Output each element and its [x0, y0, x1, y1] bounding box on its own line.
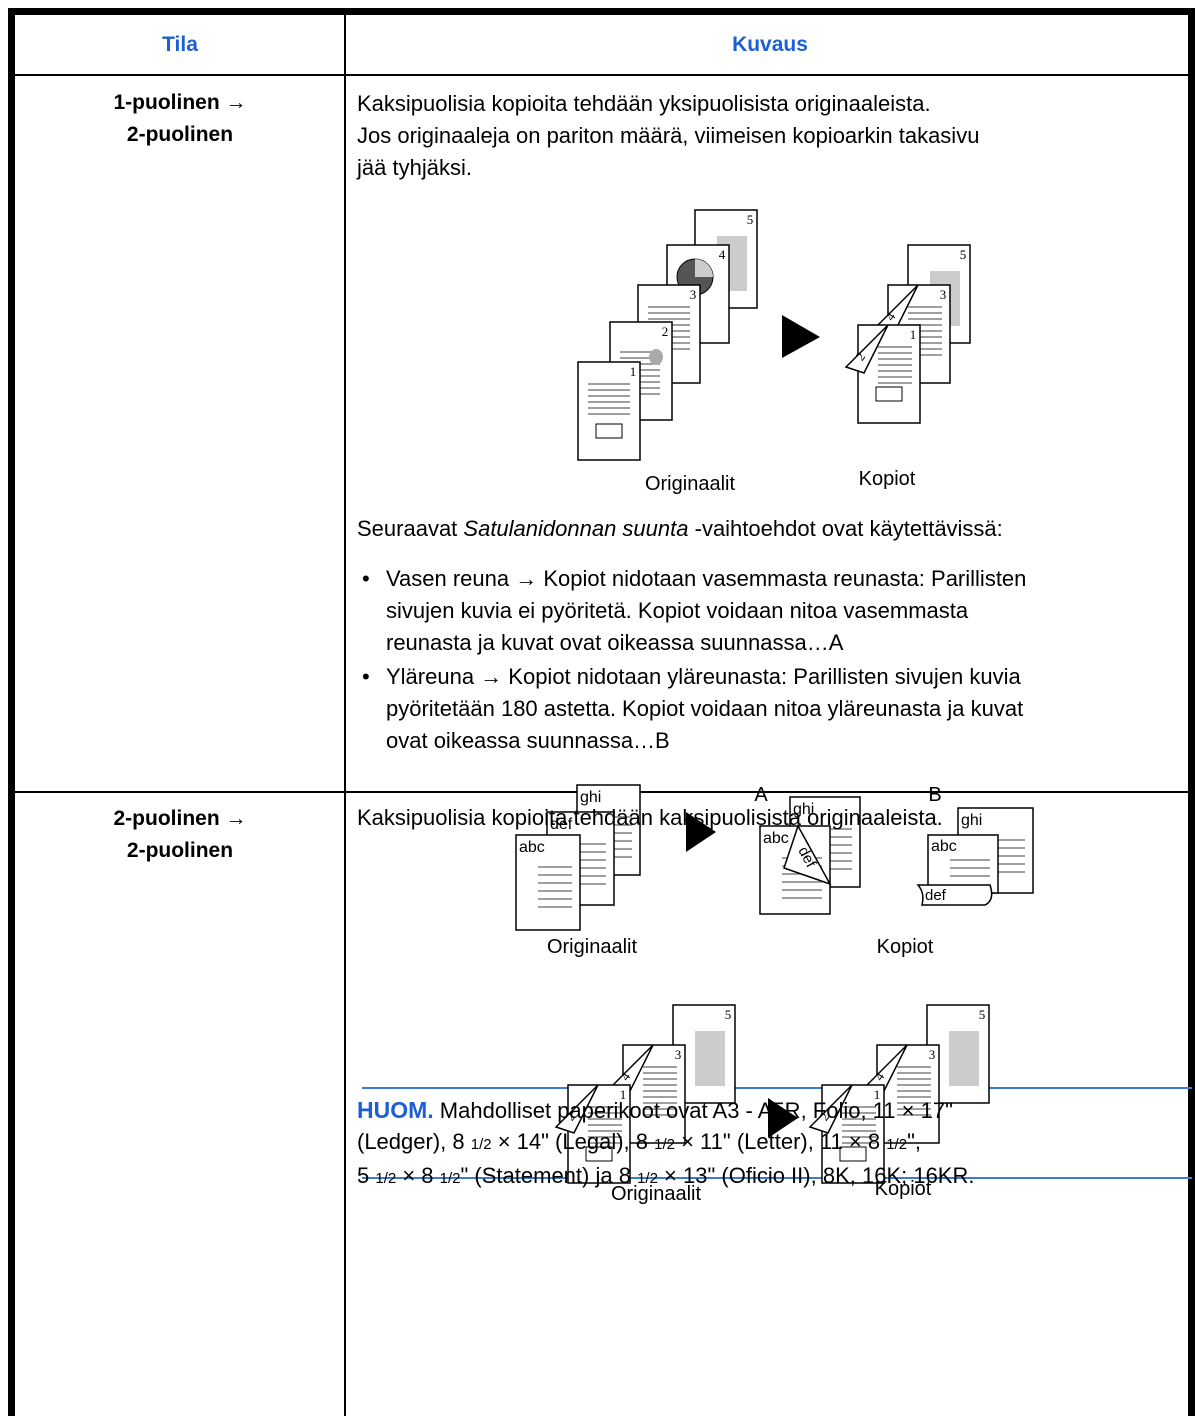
arrow: [768, 1098, 798, 1138]
option: • Yläreuna → Kopiot nidotaan yläreunasta…: [362, 661, 1024, 757]
figure-label: Originaalit: [611, 1183, 701, 1205]
options-intro: Seuraavat Satulanidonnan suunta -vaihtoe…: [357, 513, 1003, 545]
text-line: reunasta ja kuvat ovat oikeassa suunnass…: [386, 630, 844, 655]
option: • Vasen reuna → Kopiot nidotaan vasemmas…: [362, 563, 1027, 659]
copy-letter: A: [754, 784, 768, 806]
page-number: 3: [940, 287, 947, 302]
page-number: 5: [747, 212, 754, 227]
figure-label: Kopiot: [877, 936, 934, 958]
description: Kaksipuolisia kopioita tehdään kaksipuol…: [357, 802, 943, 834]
text-line: Kaksipuolisia kopioita tehdään kaksipuol…: [357, 805, 943, 830]
page-number: 5: [979, 1007, 986, 1022]
header-cell: Tila: [162, 33, 198, 56]
text: Mahdolliset paperikoot ovat A3 - A5R, Fo…: [439, 1098, 953, 1123]
text-line: sivujen kuvia ei pyöritetä. Kopiot voida…: [386, 598, 969, 623]
image-dot: [649, 349, 663, 365]
page: [567, 1084, 631, 1184]
page-text: ghi: [961, 812, 982, 829]
page-number: 5: [725, 1007, 732, 1022]
page-text: def: [925, 887, 947, 904]
page-flap: [783, 824, 832, 886]
text-line: jää tyhjäksi.: [357, 155, 472, 180]
page-flap: [554, 1084, 599, 1134]
page: [821, 1084, 885, 1184]
copy-letter: B: [928, 784, 941, 806]
text-line: Yläreuna → Kopiot nidotaan yläreunasta: …: [386, 664, 1021, 689]
text-line: pyöritetään 180 astetta. Kopiot voidaan …: [386, 696, 1024, 721]
page-number: 3: [929, 1047, 936, 1062]
page-flap: [808, 1084, 853, 1134]
page-text: ghi: [580, 789, 601, 806]
figure-label: Kopiot: [875, 1178, 932, 1200]
note-rule: [362, 1177, 1192, 1179]
page: [927, 834, 999, 894]
note-line: (Ledger), 8 1/2 × 14" (Legal), 8 1/2 × 1…: [357, 1129, 921, 1154]
header-rule: [15, 74, 1188, 76]
column-divider: [344, 15, 346, 1416]
bullet: •: [362, 664, 370, 689]
emphasis: Satulanidonnan suunta: [463, 516, 689, 541]
text: Seuraavat: [357, 516, 464, 541]
text-line: Jos originaaleja on pariton määrä, viime…: [357, 123, 980, 148]
header-cell: Kuvaus: [732, 33, 808, 56]
left-border: [8, 8, 15, 1416]
page-number: 3: [675, 1047, 682, 1062]
page-number: 2: [662, 324, 669, 339]
arrow: [686, 812, 716, 852]
note-line: 5 1/2 × 8 1/2" (Statement) ja 8 1/2 × 13…: [357, 1163, 975, 1188]
note-rule: [362, 1087, 1192, 1089]
page: [876, 1044, 940, 1144]
page-text: abc: [931, 838, 957, 855]
image-box: [585, 1146, 613, 1162]
page-text: def: [550, 816, 573, 833]
page-text: abc: [763, 830, 789, 847]
image-box: [875, 386, 903, 402]
text-line: ovat oikeassa suunnassa…B: [386, 728, 670, 753]
page-text: ghi: [793, 801, 814, 818]
mode-cell: 1-puolinen → 2-puolinen: [30, 87, 330, 151]
figure-label: Kopiot: [859, 468, 916, 490]
description: Kaksipuolisia kopioita tehdään yksipuoli…: [357, 88, 979, 184]
curled-page: [916, 884, 993, 906]
text: -vaihtoehdot ovat käytettävissä:: [688, 516, 1003, 541]
note: HUOM. Mahdolliset paperikoot ovat A3 - A…: [357, 1095, 974, 1194]
image-box: [839, 1146, 867, 1162]
mode-line: 2-puolinen →: [113, 807, 247, 830]
image-block: [949, 1031, 979, 1086]
bullet: •: [362, 566, 370, 591]
page-text: abc: [519, 839, 545, 856]
figure-label: Originaalit: [547, 936, 637, 958]
page-number: 1: [910, 327, 917, 342]
mode-line: 2-puolinen: [126, 123, 234, 146]
right-border: [1188, 8, 1195, 1416]
note-line: HUOM. Mahdolliset paperikoot ovat A3 - A…: [357, 1095, 974, 1126]
image-slice: [695, 259, 713, 277]
page-flap: [844, 324, 889, 374]
figure-label: Originaalit: [645, 473, 735, 495]
top-border: [8, 8, 1195, 15]
image-block: [695, 1031, 725, 1086]
image-box: [595, 423, 623, 439]
text-line: Vasen reuna → Kopiot nidotaan vasemmasta…: [386, 566, 1027, 591]
arrow: [782, 315, 820, 358]
page-number: 1: [630, 364, 637, 379]
mode-line: 1-puolinen →: [113, 91, 247, 114]
text-line: Kaksipuolisia kopioita tehdään yksipuoli…: [357, 91, 931, 116]
mode-cell: 2-puolinen → 2-puolinen: [30, 803, 330, 867]
page-number: 5: [960, 247, 967, 262]
page-number: 1: [874, 1087, 881, 1102]
page-number: 1: [620, 1087, 627, 1102]
note-label: HUOM.: [357, 1097, 434, 1123]
page-number: 3: [690, 287, 697, 302]
page: [577, 361, 641, 461]
page-number: 4: [719, 247, 726, 262]
mode-line: 2-puolinen: [126, 839, 234, 862]
page: [857, 324, 921, 424]
